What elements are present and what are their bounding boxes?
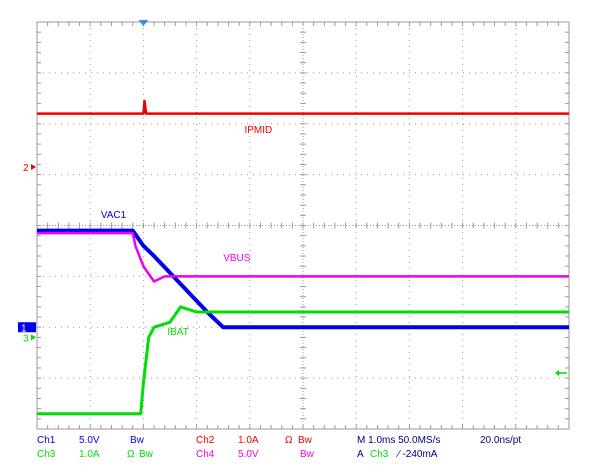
footer-row1-item: Bw	[130, 435, 145, 446]
channel-3-marker-label: 3	[23, 333, 29, 344]
footer-row1-item: Ch1	[37, 435, 56, 446]
footer-row1-item: 5.0V	[79, 435, 100, 446]
channel-3-ground-arrow-icon	[31, 334, 36, 341]
trace-label-vac1: VAC1	[101, 210, 127, 221]
trigger-position-icon	[138, 20, 149, 26]
channel-1-marker-label: 1	[21, 323, 27, 334]
trace-ibat	[37, 305, 569, 416]
trace-label-ibat: IBAT	[167, 327, 188, 338]
footer-row2-item: Ω	[127, 449, 135, 460]
channel-1-ground-marker	[18, 322, 36, 333]
channel-2-marker-label: 2	[23, 163, 29, 174]
footer-row2-item: 1.0A	[79, 449, 100, 460]
channel-markers: 2 13	[18, 163, 567, 377]
footer-row1-item: Bw	[298, 435, 313, 446]
footer-row1-item: M 1.0ms 50.0MS/s	[357, 435, 440, 446]
footer-row2-item: 5.0V	[238, 449, 259, 460]
footer-row2-item: Bw	[300, 449, 315, 460]
trace-label-vbus: VBUS	[223, 253, 251, 264]
trace-label-ipmid: IPMID	[244, 125, 272, 136]
status-readout: Ch1 5.0V Bw Ch2 1.0A Ω Bw M 1.0ms 50.0MS/s 20.0n…	[37, 435, 521, 460]
footer-row2-item: Ch3	[37, 449, 56, 460]
footer-row2-item: ∕ -240mA	[395, 449, 438, 460]
footer-row1-item: 20.0ns/pt	[480, 435, 521, 446]
trace-ipmid	[37, 99, 569, 115]
footer-row1-item: Ch2	[196, 435, 215, 446]
channel-2-ground-arrow-icon	[31, 163, 36, 170]
footer-row2-item: Ch4	[196, 449, 215, 460]
footer-row1-item: Ω	[285, 435, 293, 446]
footer-row2-item: Ch3	[370, 449, 389, 460]
graticule	[36, 20, 570, 430]
footer-row1-item: 1.0A	[238, 435, 259, 446]
waveform-traces	[37, 99, 569, 416]
footer-row2-item: A	[357, 449, 364, 460]
trace-vac1	[37, 228, 569, 330]
footer-row2-item: Bw	[139, 449, 154, 460]
trace-vbus	[37, 231, 569, 283]
trigger-level-arrowhead-icon	[555, 370, 559, 377]
trace-labels: IPMID VAC1 VBUS IBAT	[101, 125, 272, 338]
